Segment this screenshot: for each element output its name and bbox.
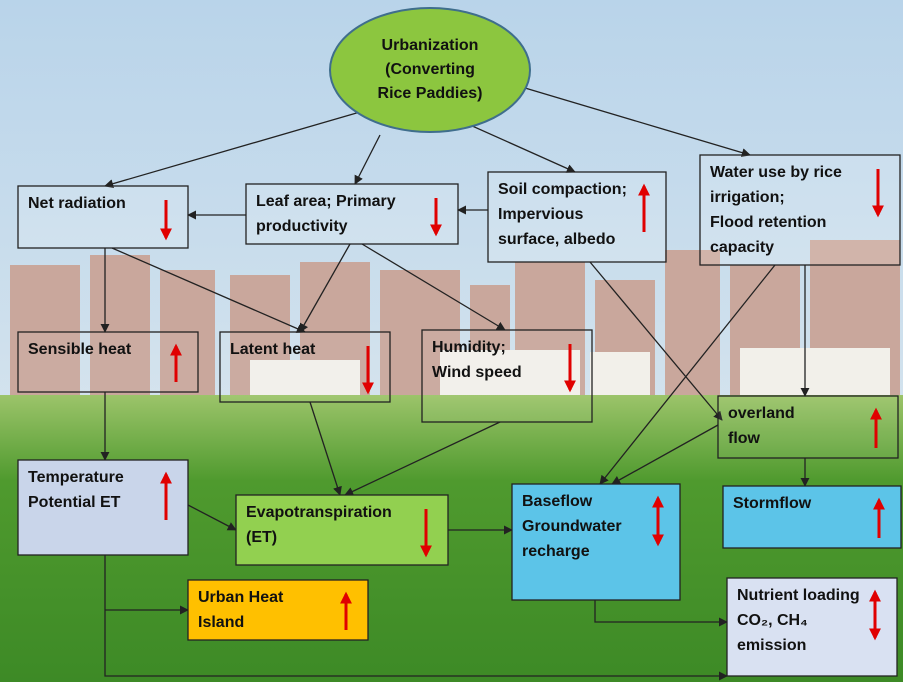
node-label: Potential ET [28, 494, 121, 511]
node-label: CO₂, CH₄ [737, 612, 808, 629]
edge [111, 247, 306, 333]
node-box [717, 395, 899, 459]
node-box [17, 185, 189, 249]
node-label: irrigation; [710, 189, 785, 206]
node-label: (Converting [385, 61, 475, 78]
node-label: Humidity; [432, 339, 506, 356]
node-label: recharge [522, 543, 590, 560]
node-label: Leaf area; Primary [256, 193, 396, 210]
node-label: surface, albedo [498, 231, 616, 248]
node-box [235, 494, 449, 566]
edge [344, 421, 501, 496]
node-label: Urban Heat [198, 589, 284, 606]
node-box [421, 329, 593, 423]
node-label: Wind speed [432, 364, 522, 381]
node-label: flow [728, 430, 761, 447]
node-box [726, 577, 898, 677]
node-label: Net radiation [28, 195, 126, 212]
edge [309, 401, 342, 496]
edges [100, 87, 810, 681]
node-label: Latent heat [230, 341, 316, 358]
edge [594, 600, 728, 627]
node-box [187, 579, 369, 641]
node-label: overland [728, 405, 795, 422]
node-label: emission [737, 637, 806, 654]
node-label: productivity [256, 218, 348, 235]
node-box [699, 154, 901, 266]
nodes: Urbanization (Converting Rice Paddies) Net … [17, 7, 902, 677]
node-label: Stormflow [733, 495, 812, 512]
node-label: Flood retention [710, 214, 826, 231]
node-label: Baseflow [522, 493, 593, 510]
edge [299, 243, 351, 333]
node-box [722, 485, 902, 549]
edge [104, 111, 361, 189]
edge [104, 555, 728, 681]
node-box [17, 331, 199, 393]
node-label: Water use by rice [710, 164, 842, 181]
edge [187, 504, 237, 531]
node-label: Soil compaction; [498, 181, 627, 198]
root-node [329, 7, 531, 133]
node-box [487, 171, 667, 263]
node-label: Rice Paddies) [378, 85, 483, 102]
node-label: Evapotranspiration [246, 504, 392, 521]
edge [524, 87, 751, 158]
edge [469, 124, 576, 173]
node-label: capacity [710, 239, 774, 256]
node-label: Nutrient loading [737, 587, 860, 604]
node-box [17, 459, 189, 556]
node-label: Groundwater [522, 518, 622, 535]
edge [599, 264, 776, 485]
node-label: Temperature [28, 469, 124, 486]
node-label: Urbanization [382, 37, 479, 54]
houses [250, 348, 890, 398]
node-label: (ET) [246, 529, 277, 546]
edge [354, 134, 381, 185]
node-box [245, 183, 459, 245]
node-label: Sensible heat [28, 341, 132, 358]
node-label: Impervious [498, 206, 583, 223]
edge [611, 424, 719, 485]
node-box [219, 331, 391, 403]
edge [589, 261, 723, 421]
node-label: Island [198, 614, 244, 631]
edge [361, 243, 506, 331]
